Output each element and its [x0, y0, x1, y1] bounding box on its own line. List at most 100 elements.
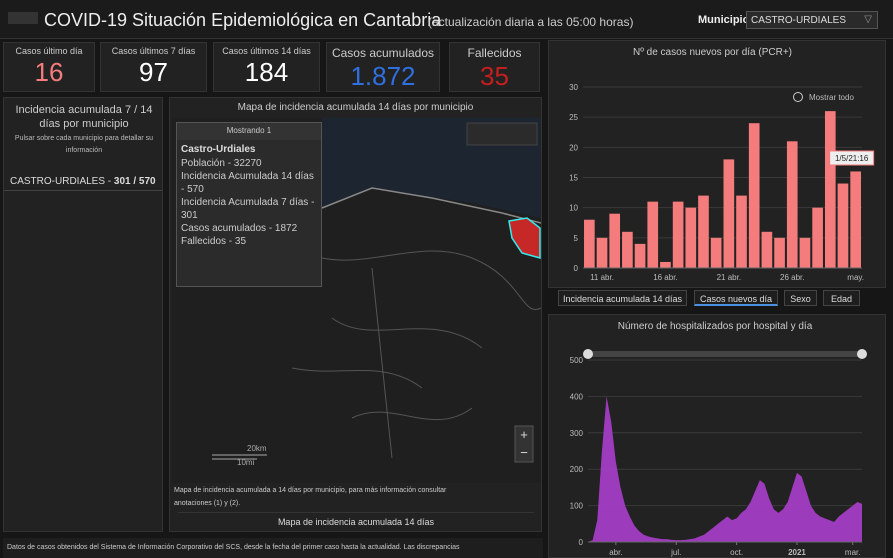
logo — [8, 12, 38, 24]
bar — [761, 231, 773, 268]
map-title: Mapa de incidencia acumulada 14 días por… — [237, 102, 474, 113]
scale-km: 20km — [247, 444, 267, 453]
chart-title: Número de hospitalizados por hospital y … — [618, 321, 813, 332]
item-value: 301 / 570 — [113, 176, 156, 187]
bar — [622, 231, 633, 268]
kpi-label: Fallecidos — [467, 46, 522, 60]
chart-title: Nº de casos nuevos por día (PCR+) — [633, 47, 792, 58]
y-tick-label: 0 — [579, 538, 584, 547]
kpi-box: Fallecidos 35 — [449, 42, 540, 92]
bar — [634, 243, 646, 268]
bar — [748, 123, 760, 268]
popup-name: Castro-Urdiales — [181, 144, 256, 155]
tooltip: 1/5/21:16 — [835, 154, 869, 163]
y-tick-label: 500 — [570, 356, 584, 365]
slider-handle — [583, 349, 593, 359]
kpi-value: 97 — [139, 57, 168, 87]
kpi-value: 35 — [480, 61, 509, 91]
x-tick-label: may. — [847, 273, 864, 282]
x-tick-label: 11 abr. — [590, 273, 614, 282]
left-panel: Incidencia acumulada 7 / 14 días por mun… — [3, 97, 163, 532]
bar — [685, 207, 697, 268]
kpi-box: Casos últimos 14 días 184 — [213, 42, 320, 92]
popup-header: Mostrando 1 — [177, 123, 321, 140]
y-tick-label: 0 — [574, 264, 579, 273]
map-nav[interactable]: Mapa de incidencia acumulada 14 días — [178, 512, 534, 530]
kpi-value: 184 — [244, 57, 289, 87]
x-tick-label: mar. — [845, 548, 861, 557]
tab[interactable]: Casos nuevos día — [694, 290, 778, 306]
map-panel: Mapa de incidencia acumulada 14 días por… — [169, 97, 542, 532]
x-tick-label: 16 abr. — [653, 273, 677, 282]
x-tick-label: jul. — [670, 548, 681, 557]
bar — [710, 237, 722, 268]
bar — [723, 159, 735, 268]
kpi-box: Casos último día 16 — [3, 42, 95, 92]
y-tick-label: 5 — [574, 234, 579, 243]
bar — [799, 237, 811, 268]
bar — [786, 141, 798, 268]
title: COVID-19 Situación Epidemiológica en Can… — [44, 10, 442, 30]
municipio-label: Municipio — [698, 14, 750, 26]
kpi-value: 1.872 — [350, 61, 416, 91]
bar — [584, 219, 595, 268]
popup-body: Población - 32270 Incidencia Acumulada 14… — [177, 157, 321, 248]
scale-bar — [212, 454, 267, 460]
x-tick-label: 26 abr. — [780, 273, 804, 282]
left-title: Incidencia acumulada 7 / 14 días por mun… — [15, 104, 153, 130]
coast — [321, 187, 541, 224]
municipio-select[interactable]: CASTRO-URDIALES ▽ — [746, 11, 878, 29]
kpi-label: Casos último día — [15, 46, 83, 56]
bar — [596, 237, 608, 268]
x-tick-label: 2021 — [788, 548, 806, 557]
bar — [774, 237, 785, 268]
popup-line: Casos acumulados - 1872 — [181, 223, 298, 234]
tooltip-box — [829, 150, 875, 166]
nav-label: Mapa de incidencia acumulada 14 días — [277, 517, 435, 527]
x-tick-label: 21 abr. — [717, 273, 741, 282]
header: COVID-19 Situación Epidemiológica en Can… — [0, 0, 893, 39]
kpi-label: Casos últimos 14 días — [222, 46, 311, 56]
area — [588, 396, 862, 542]
left-hint: Pulsar sobre cada municipio para detalla… — [14, 135, 154, 154]
bar — [837, 183, 849, 268]
kpi-label: Casos acumulados — [331, 46, 435, 60]
zoom-out[interactable]: − — [520, 445, 528, 460]
zoom-controls[interactable] — [514, 425, 534, 463]
y-tick-label: 300 — [570, 429, 584, 438]
popup-line: Fallecidos - 35 — [181, 236, 247, 247]
bar — [736, 195, 747, 268]
tab[interactable]: Edad — [823, 290, 860, 306]
item-name: CASTRO-URDIALES - — [10, 176, 112, 187]
tab[interactable]: Incidencia acumulada 14 días — [558, 290, 687, 306]
municipio-value: CASTRO-URDIALES — [751, 15, 847, 26]
slider-handle — [857, 349, 867, 359]
bar — [647, 201, 659, 268]
popup: Mostrando 1 Castro-Urdiales Población - … — [176, 122, 322, 287]
zoom-icon — [793, 92, 803, 102]
y-tick-label: 100 — [570, 502, 584, 511]
y-tick-label: 400 — [570, 392, 584, 401]
map-tools[interactable] — [466, 122, 538, 146]
municipio-item[interactable]: CASTRO-URDIALES - 301 / 570 — [4, 173, 162, 191]
y-tick-label: 20 — [569, 143, 578, 152]
scale-mi: 10mi — [237, 458, 255, 467]
popup-line: Población - 32270 — [181, 158, 262, 169]
popup-line: Incidencia Acumulada 14 días - 570 — [181, 171, 314, 195]
bar — [660, 261, 671, 268]
bar — [609, 213, 621, 268]
zoom-label: Mostrar todo — [809, 93, 854, 102]
roads — [291, 250, 541, 459]
tab[interactable]: Sexo — [784, 290, 817, 306]
bar — [850, 171, 861, 268]
bar — [698, 195, 709, 268]
castro-urdiales-area[interactable] — [508, 217, 541, 259]
zoom-in[interactable]: + — [520, 427, 528, 442]
subtitle: (actualización diaria a las 05:00 horas) — [428, 15, 634, 29]
x-tick-label: abr. — [609, 548, 622, 557]
bar — [672, 201, 684, 268]
range-slider — [588, 351, 862, 357]
bar — [812, 207, 823, 268]
